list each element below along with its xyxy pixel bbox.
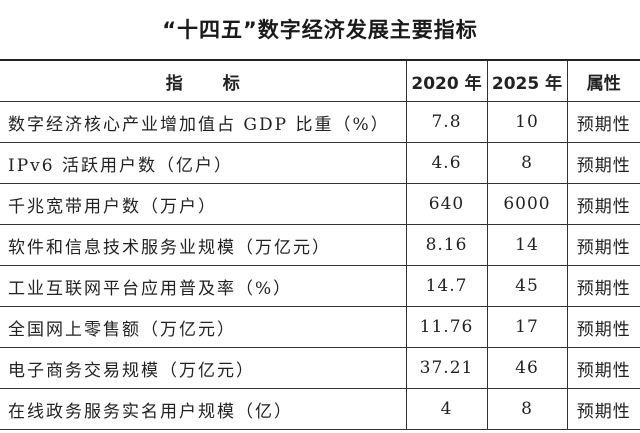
table-header-row: 指标 2020 年 2025 年 属性 (0, 59, 640, 102)
attribute-cell: 预期性 (566, 265, 640, 307)
indicator-cell: IPv6 活跃用户数（亿户） (0, 142, 407, 184)
attribute-cell: 预期性 (566, 347, 640, 389)
value-2025-cell: 46 (486, 347, 568, 389)
value-2025-cell: 17 (486, 306, 568, 348)
value-2020-cell: 7.8 (405, 101, 488, 143)
value-2020-cell: 640 (405, 183, 488, 225)
table-row: 在线政务服务实名用户规模（亿） 4 8 预期性 (0, 388, 640, 430)
table-row: 软件和信息技术服务业规模（万亿元） 8.16 14 预期性 (0, 224, 640, 266)
indicator-cell: 千兆宽带用户数（万户） (0, 183, 407, 225)
value-2020-cell: 4.6 (405, 142, 488, 184)
value-2025-cell: 8 (486, 388, 568, 430)
indicator-cell: 全国网上零售额（万亿元） (0, 306, 407, 348)
indicator-cell: 数字经济核心产业增加值占 GDP 比重（%） (0, 101, 407, 143)
value-2020-cell: 14.7 (405, 265, 488, 307)
indicator-cell: 软件和信息技术服务业规模（万亿元） (0, 224, 407, 266)
value-2025-cell: 10 (486, 101, 568, 143)
attribute-cell: 预期性 (566, 306, 640, 348)
attribute-cell: 预期性 (566, 142, 640, 184)
value-2020-cell: 11.76 (405, 306, 488, 348)
value-2025-cell: 8 (486, 142, 568, 184)
indicators-table: 指标 2020 年 2025 年 属性 数字经济核心产业增加值占 GDP 比重（… (0, 59, 640, 430)
header-2025: 2025 年 (486, 59, 568, 102)
value-2020-cell: 37.21 (405, 347, 488, 389)
attribute-cell: 预期性 (566, 101, 640, 143)
attribute-cell: 预期性 (566, 388, 640, 430)
indicator-cell: 电子商务交易规模（万亿元） (0, 347, 407, 389)
document-title: “十四五”数字经济发展主要指标 (162, 18, 478, 42)
table-row: 电子商务交易规模（万亿元） 37.21 46 预期性 (0, 347, 640, 389)
value-2020-cell: 4 (405, 388, 488, 430)
value-2020-cell: 8.16 (405, 224, 488, 266)
table-row: 数字经济核心产业增加值占 GDP 比重（%） 7.8 10 预期性 (0, 101, 640, 143)
table-row: 工业互联网平台应用普及率（%） 14.7 45 预期性 (0, 265, 640, 307)
attribute-cell: 预期性 (566, 224, 640, 266)
table-row: 全国网上零售额（万亿元） 11.76 17 预期性 (0, 306, 640, 348)
header-indicator: 指标 (0, 59, 407, 102)
header-attribute: 属性 (566, 59, 640, 102)
value-2025-cell: 14 (486, 224, 568, 266)
indicator-cell: 在线政务服务实名用户规模（亿） (0, 388, 407, 430)
table-row: 千兆宽带用户数（万户） 640 6000 预期性 (0, 183, 640, 225)
indicator-cell: 工业互联网平台应用普及率（%） (0, 265, 407, 307)
header-2020: 2020 年 (405, 59, 488, 102)
table-row: IPv6 活跃用户数（亿户） 4.6 8 预期性 (0, 142, 640, 184)
value-2025-cell: 45 (486, 265, 568, 307)
attribute-cell: 预期性 (566, 183, 640, 225)
value-2025-cell: 6000 (486, 183, 568, 225)
